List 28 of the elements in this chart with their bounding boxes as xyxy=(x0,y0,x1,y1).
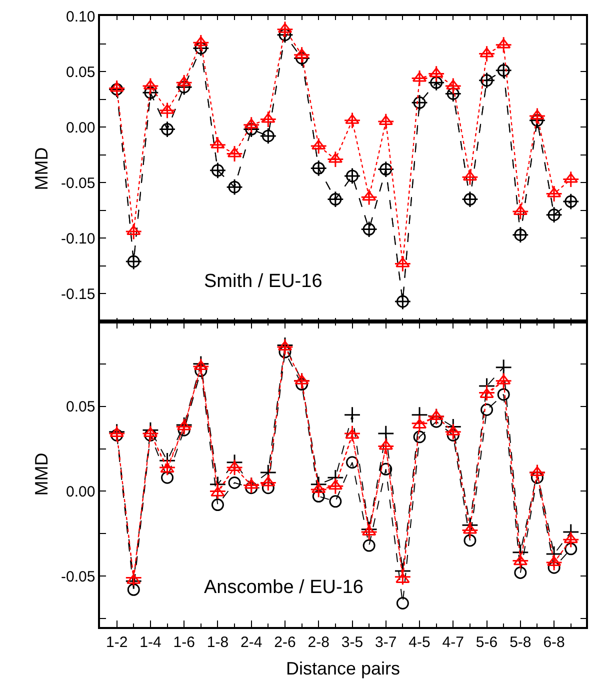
x-tick-label: 5-8 xyxy=(510,634,532,651)
x-tick-label: 2-4 xyxy=(240,634,262,651)
annotation: Anscombe / EU-16 xyxy=(204,577,364,598)
x-tick-label: 2-6 xyxy=(274,634,296,651)
y-tick-label: -0.05 xyxy=(61,174,96,192)
y-tick-label: -0.05 xyxy=(61,568,96,586)
x-axis-title: Distance pairs xyxy=(286,658,400,678)
y-axis-title: MMD xyxy=(32,452,52,496)
x-tick-label: 4-7 xyxy=(442,634,464,651)
x-tick-label: 1-2 xyxy=(106,634,128,651)
x-tick-label: 1-6 xyxy=(173,634,195,651)
x-tick-label: 4-5 xyxy=(408,634,430,651)
x-tick-label: 5-6 xyxy=(476,634,498,651)
y-tick-label: 0.05 xyxy=(66,64,96,81)
x-tick-label: 3-5 xyxy=(341,634,364,651)
x-tick-label: 3-7 xyxy=(375,634,397,651)
x-tick-label: 1-4 xyxy=(140,634,162,651)
y-tick-label: 0.00 xyxy=(66,119,96,136)
x-tick-label: 2-8 xyxy=(308,634,330,651)
x-tick-label: 6-8 xyxy=(543,634,565,651)
y-tick-label: 0.05 xyxy=(66,398,96,416)
y-tick-label: 0.00 xyxy=(66,483,96,500)
y-tick-label: 0.10 xyxy=(66,8,96,26)
y-tick-label: -0.10 xyxy=(61,230,96,248)
y-axis-title: MMD xyxy=(32,147,52,190)
x-tick-label: 1-8 xyxy=(206,634,229,651)
y-tick-label: -0.15 xyxy=(61,286,96,303)
annotation: Smith / EU-16 xyxy=(204,271,322,292)
